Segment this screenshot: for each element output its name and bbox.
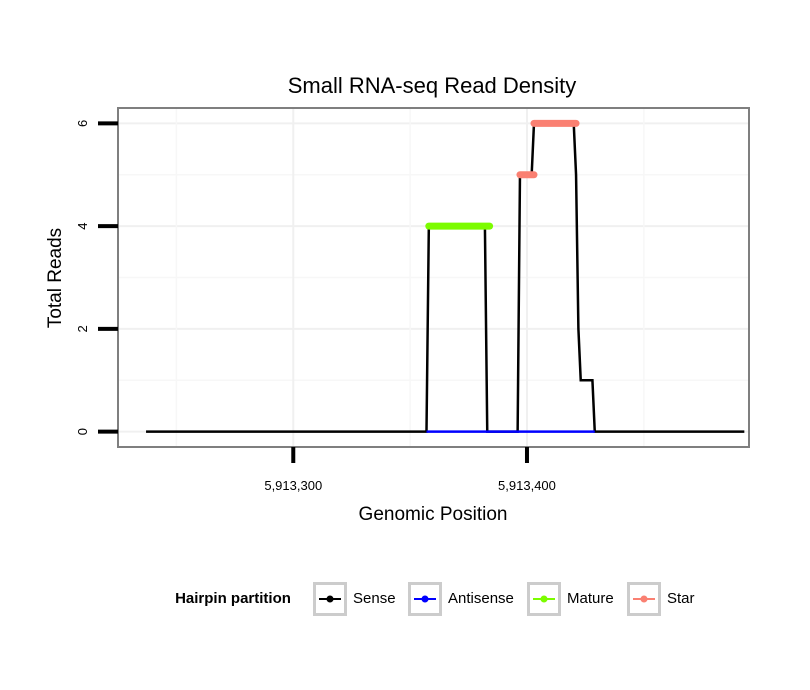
x-axis-title: Genomic Position [359,504,508,525]
antisense-legend-label: Antisense [448,590,514,607]
star-legend-point [640,595,648,603]
plot-panel [117,107,750,448]
y-axis-title: Total Reads [45,228,66,328]
y-tick-label: 6 [75,120,90,127]
antisense-legend-point [421,595,429,603]
y-axis: 0 2 4 6 [75,120,118,435]
legend-entries: Sense Antisense Mature Star [313,582,695,616]
y-tick-label: 2 [75,325,90,332]
legend-title: Hairpin partition [175,590,291,607]
series-layer [146,119,745,433]
x-tick-label: 5,913,300 [264,478,322,493]
sense-legend-point [326,595,334,603]
y-tick-label: 0 [75,428,90,435]
sense-legend-label: Sense [353,590,396,607]
mature-legend-point [540,595,548,603]
star-legend-label: Star [667,590,695,607]
y-tick-label: 4 [75,223,90,230]
chart-title: Small RNA-seq Read Density [288,73,577,98]
x-tick-label: 5,913,400 [498,478,556,493]
x-axis: 5,913,300 5,913,400 [264,447,556,493]
mature-legend-label: Mature [567,590,614,607]
legend: Hairpin partition Sense Antisense Mature St… [175,582,695,616]
